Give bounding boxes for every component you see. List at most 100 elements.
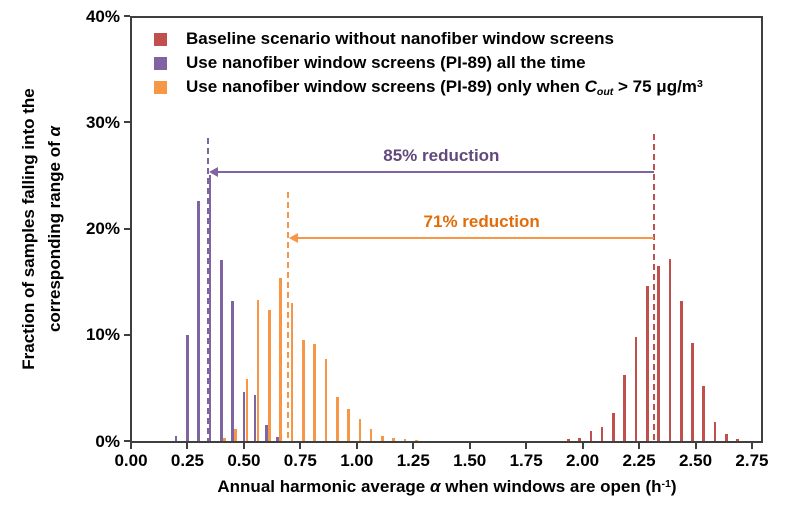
mean-dashed-line bbox=[287, 192, 290, 441]
histogram-bar-series0 bbox=[725, 433, 728, 441]
reduction-label: 71% reduction bbox=[423, 211, 540, 231]
reduction-arrow-head bbox=[289, 232, 299, 243]
histogram-bar-series1 bbox=[242, 392, 246, 441]
legend-label-only-when: Use nanofiber window screens (PI-89) onl… bbox=[186, 77, 703, 98]
histogram-bar-series2 bbox=[268, 310, 271, 441]
x-axis-tick bbox=[750, 443, 753, 449]
histogram-bar-series2 bbox=[369, 429, 373, 441]
x-axis-tick-label: 1.50 bbox=[453, 451, 487, 470]
x-axis-tick bbox=[299, 443, 302, 449]
histogram-bar-series0 bbox=[736, 438, 739, 441]
histogram-bar-series2 bbox=[403, 438, 407, 441]
histogram-bar-series0 bbox=[713, 421, 717, 441]
histogram-bar-series0 bbox=[578, 437, 581, 441]
histogram-bar-series2 bbox=[381, 435, 384, 441]
histogram-bar-series1 bbox=[197, 200, 201, 441]
y-axis-tick-label: 10% bbox=[85, 325, 120, 345]
y-axis-tick bbox=[124, 333, 130, 336]
histogram-bar-series2 bbox=[313, 344, 316, 441]
histogram-bar-series1 bbox=[174, 435, 178, 441]
y-axis-tick-label: 0% bbox=[95, 431, 120, 451]
x-axis-tick-label: 2.25 bbox=[622, 451, 656, 470]
y-axis-title: Fraction of samples falling into the cor… bbox=[16, 13, 68, 445]
y-axis-tick bbox=[124, 15, 130, 17]
histogram-bar-series1 bbox=[253, 395, 257, 441]
reduction-arrow-line bbox=[216, 171, 654, 174]
histogram-bar-series1 bbox=[265, 425, 268, 441]
x-axis-tick bbox=[186, 443, 189, 449]
y-axis-tick bbox=[124, 227, 130, 230]
histogram-bar-series0 bbox=[600, 427, 604, 441]
histogram-bar-series0 bbox=[657, 265, 660, 441]
histogram-bar-series2 bbox=[414, 439, 418, 441]
histogram-bar-series0 bbox=[612, 413, 615, 441]
histogram-bar-series2 bbox=[279, 278, 283, 441]
histogram-bar-series2 bbox=[335, 397, 339, 441]
histogram-bar-series2 bbox=[223, 437, 226, 441]
x-axis-tick bbox=[468, 443, 471, 449]
histogram-bar-series1 bbox=[231, 300, 234, 441]
y-axis-tick-label: 40% bbox=[85, 6, 120, 26]
histogram-bar-series0 bbox=[679, 300, 683, 441]
x-axis-tick-label: 0.00 bbox=[114, 451, 148, 470]
y-axis-title-line1: Fraction of samples falling into the bbox=[19, 88, 38, 370]
histogram-bar-series0 bbox=[646, 285, 649, 441]
legend-label-baseline: Baseline scenario without nanofiber wind… bbox=[186, 29, 614, 48]
x-axis-tick-label: 2.50 bbox=[678, 451, 713, 470]
histogram-bar-series0 bbox=[567, 438, 570, 441]
histogram-bar-series2 bbox=[324, 359, 328, 441]
y-axis-tick bbox=[124, 440, 130, 442]
histogram-bar-series0 bbox=[702, 385, 706, 441]
mean-dashed-line bbox=[652, 133, 655, 441]
reduction-arrow-line bbox=[297, 236, 654, 239]
histogram-bar-series2 bbox=[347, 409, 350, 441]
histogram-bar-series0 bbox=[589, 431, 593, 441]
histogram-bar-series1 bbox=[208, 175, 212, 441]
x-axis-tick bbox=[525, 443, 528, 449]
x-axis-tick-label: 2.00 bbox=[566, 451, 600, 470]
x-axis-tick bbox=[242, 443, 245, 449]
mean-dashed-line bbox=[206, 138, 209, 441]
legend-item-baseline: Baseline scenario without nanofiber wind… bbox=[154, 28, 614, 50]
x-axis-tick bbox=[638, 443, 641, 449]
x-axis-tick bbox=[412, 443, 415, 449]
reduction-label: 85% reduction bbox=[383, 146, 500, 166]
histogram-bar-series2 bbox=[256, 299, 260, 441]
histogram-bar-series2 bbox=[358, 418, 362, 441]
histogram-bar-series2 bbox=[245, 379, 249, 441]
x-axis-tick bbox=[130, 443, 132, 449]
y-axis-tick-label: 20% bbox=[85, 219, 120, 238]
histogram-bar-series0 bbox=[668, 259, 672, 441]
legend-item-all-the-time: Use nanofiber window screens (PI-89) all… bbox=[154, 52, 586, 74]
histogram-bar-series2 bbox=[302, 340, 305, 441]
x-axis-tick-label: 0.50 bbox=[227, 451, 261, 470]
histogram-bar-series2 bbox=[290, 302, 294, 441]
histogram-bar-series1 bbox=[276, 436, 280, 441]
histogram-bar-series0 bbox=[623, 375, 627, 441]
x-axis-tick bbox=[355, 443, 358, 449]
histogram-bar-series2 bbox=[234, 429, 237, 441]
legend-swatch-only-when bbox=[154, 80, 167, 94]
legend-label-all-the-time: Use nanofiber window screens (PI-89) all… bbox=[186, 53, 586, 72]
x-axis-tick bbox=[581, 443, 584, 449]
histogram-bar-series1 bbox=[186, 334, 189, 441]
y-axis-tick-label: 30% bbox=[85, 112, 120, 132]
plot-area-border bbox=[130, 16, 763, 443]
histogram-bar-series2 bbox=[392, 437, 395, 441]
legend-swatch-all-the-time bbox=[154, 56, 167, 70]
x-axis-tick-label: 2.75 bbox=[735, 451, 769, 470]
legend-item-only-when: Use nanofiber window screens (PI-89) onl… bbox=[154, 76, 703, 98]
x-axis-tick-label: 0.25 bbox=[170, 451, 204, 470]
y-axis-tick bbox=[124, 121, 130, 124]
histogram-bar-series1 bbox=[220, 260, 223, 441]
legend-swatch-baseline bbox=[154, 32, 167, 46]
x-axis-tick bbox=[694, 443, 697, 449]
x-axis-tick-label: 1.00 bbox=[340, 451, 374, 470]
histogram-bar-series0 bbox=[691, 343, 694, 441]
y-axis-title-line2: corresponding range of α bbox=[45, 125, 64, 333]
x-axis-tick-label: 1.75 bbox=[509, 451, 543, 470]
reduction-arrow-head bbox=[208, 167, 218, 178]
x-axis-title: Annual harmonic average α when windows a… bbox=[217, 477, 677, 496]
histogram-bar-series0 bbox=[634, 336, 638, 441]
